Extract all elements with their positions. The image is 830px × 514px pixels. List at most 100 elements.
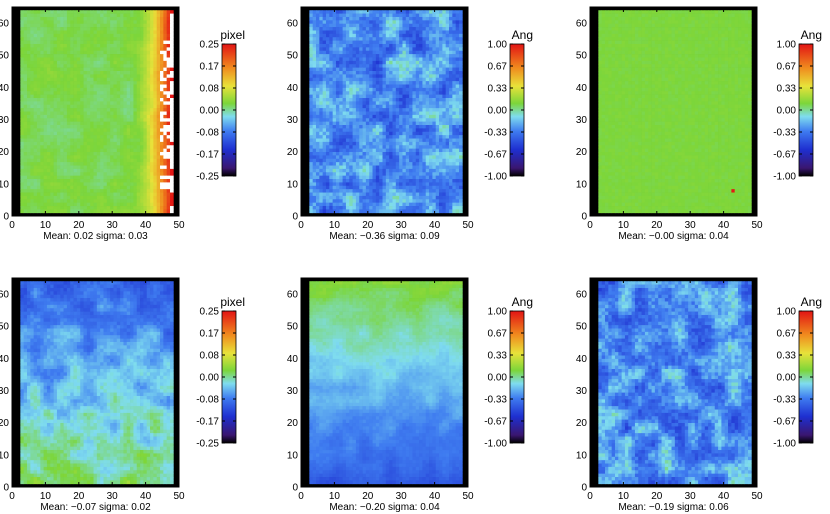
heatmap-cell <box>116 40 121 45</box>
heatmap-cell <box>316 47 320 52</box>
heatmap-cell <box>156 77 161 82</box>
heatmap-cell <box>83 77 88 82</box>
heatmap-cell <box>130 192 134 197</box>
heatmap-cell <box>40 67 44 72</box>
heatmap-cell <box>429 16 433 21</box>
heatmap-cell <box>335 84 340 89</box>
heatmap-cell <box>355 20 360 25</box>
heatmap-cell <box>369 23 373 28</box>
heatmap-cell <box>459 40 463 45</box>
heatmap-cell <box>405 13 410 18</box>
heatmap-cell <box>319 104 324 109</box>
heatmap-cell <box>136 121 141 126</box>
heatmap-cell <box>83 94 88 99</box>
heatmap-cell <box>86 202 91 207</box>
heatmap-cell <box>409 47 413 52</box>
heatmap-cell <box>100 138 104 143</box>
plot-border <box>11 6 180 217</box>
heatmap-cell <box>23 108 28 112</box>
heatmap-cell <box>80 43 84 48</box>
heatmap-cell <box>372 23 377 28</box>
heatmap-cell <box>385 128 390 133</box>
heatmap-cell <box>432 37 437 41</box>
heatmap-cell <box>27 91 31 95</box>
heatmap-cell <box>316 94 320 99</box>
heatmap-cell <box>113 20 118 25</box>
heatmap-cell <box>439 40 443 45</box>
heatmap-cell <box>113 135 118 139</box>
heatmap-cell <box>392 81 397 85</box>
heatmap-cell <box>146 195 151 200</box>
heatmap-cell <box>435 81 440 85</box>
heatmap-cell <box>445 152 450 156</box>
heatmap-cell <box>452 10 457 14</box>
heatmap-cell <box>170 91 174 95</box>
heatmap-cell <box>435 114 440 119</box>
heatmap-cell <box>36 67 41 72</box>
heatmap-cell <box>146 16 151 21</box>
heatmap-cell <box>402 165 407 170</box>
heatmap-cell <box>319 121 324 126</box>
heatmap-cell <box>76 189 81 193</box>
heatmap-cell <box>329 47 333 52</box>
heatmap-cell <box>409 67 413 72</box>
heatmap-cell <box>140 43 144 48</box>
heatmap-cell <box>23 168 28 173</box>
heatmap-cell <box>140 84 144 89</box>
heatmap-cell <box>106 33 111 38</box>
heatmap-cell <box>362 165 367 170</box>
heatmap-cell <box>379 54 383 58</box>
heatmap-cell <box>432 145 437 149</box>
heatmap-cell <box>76 13 81 18</box>
heatmap-cell <box>53 182 58 187</box>
heatmap-cell <box>53 189 58 193</box>
heatmap-cell <box>133 145 138 149</box>
heatmap-cell <box>372 47 377 52</box>
heatmap-cell <box>449 118 453 122</box>
heatmap-cell <box>425 64 430 68</box>
heatmap-cell <box>170 202 174 207</box>
heatmap-cell <box>116 175 121 180</box>
heatmap-cell <box>389 16 393 21</box>
heatmap-cell <box>80 179 84 183</box>
heatmap-cell <box>90 91 94 95</box>
heatmap-cell <box>123 27 128 31</box>
heatmap-cell <box>399 121 403 126</box>
heatmap-cell <box>136 91 141 95</box>
heatmap-cell <box>86 189 91 193</box>
heatmap-cell <box>439 91 443 95</box>
heatmap-cell <box>402 104 407 109</box>
heatmap-cell <box>325 101 330 106</box>
heatmap-cell <box>143 74 148 79</box>
heatmap-cell <box>415 43 420 48</box>
heatmap-cell <box>372 50 377 55</box>
heatmap-cell <box>422 145 427 149</box>
heatmap-cell <box>80 162 84 166</box>
heatmap-cell <box>110 172 114 176</box>
heatmap-cell <box>316 13 320 18</box>
heatmap-cell <box>123 94 128 99</box>
heatmap-cell <box>76 70 81 75</box>
heatmap-cell <box>435 158 440 163</box>
heatmap-cell <box>53 20 58 25</box>
heatmap-cell <box>83 40 88 45</box>
heatmap-cell <box>422 138 427 143</box>
heatmap-cell <box>359 145 363 149</box>
heatmap-cell <box>392 84 397 89</box>
heatmap-cell <box>43 162 48 166</box>
heatmap-cell <box>73 172 78 176</box>
heatmap-cell <box>133 141 138 146</box>
heatmap-cell <box>103 195 108 200</box>
heatmap-cell <box>372 43 377 48</box>
heatmap-cell <box>86 70 91 75</box>
heatmap-cell <box>399 158 403 163</box>
heatmap-cell <box>83 81 88 85</box>
heatmap-cell <box>382 135 387 139</box>
heatmap-cell <box>103 168 108 173</box>
heatmap-cell <box>332 10 337 14</box>
heatmap-cell <box>73 101 78 106</box>
heatmap-cell <box>30 98 35 102</box>
heatmap-cell <box>130 91 134 95</box>
heatmap-cell <box>116 192 121 197</box>
heatmap-cell <box>452 155 457 160</box>
